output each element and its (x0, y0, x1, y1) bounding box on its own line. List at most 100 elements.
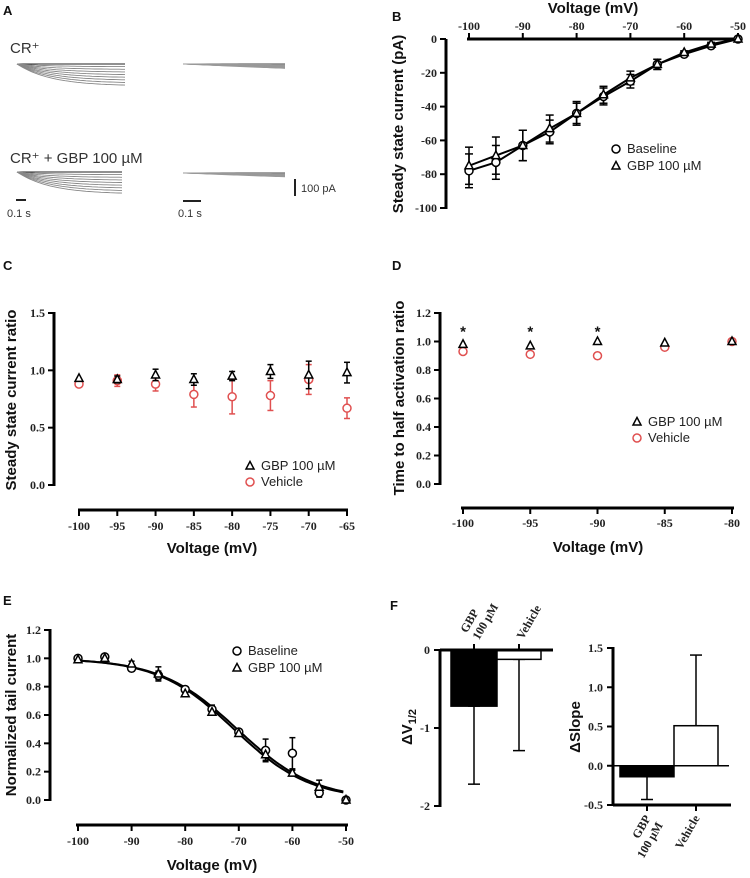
y-tick-label: 1.0 (588, 680, 603, 694)
y-tick-label: -100 (415, 201, 437, 215)
y-tick-label: 0.0 (416, 477, 431, 491)
legend-marker-1 (610, 159, 622, 170)
data-point-0 (188, 373, 200, 384)
data-point-1 (598, 88, 609, 99)
trace-line (16, 171, 122, 176)
x-tick-label: -70 (231, 834, 247, 848)
trace-line (16, 63, 125, 81)
error-bar (690, 654, 702, 727)
panel-e: E -100 -90 -80 -70 -60 -50 0.0 0.2 0.4 0.6 0.8 1.0 1.… (3, 593, 354, 874)
panel-letter-d: D (392, 258, 401, 273)
y-tick-label: 0.6 (26, 708, 41, 722)
data-point-1 (153, 667, 164, 678)
y-axis-title-subscript: 1/2 (407, 709, 419, 724)
trace-line (16, 171, 123, 189)
data-point-0 (112, 373, 123, 384)
data-point-0 (659, 336, 670, 347)
trace-line (16, 63, 125, 73)
trace-label-control: CR⁺ (10, 40, 40, 57)
y-tick-label: 1.5 (588, 641, 603, 655)
x-tick-label: -70 (301, 519, 317, 533)
x-tick-label: -65 (339, 519, 355, 533)
legend-marker-0 (611, 144, 621, 154)
data-point-1 (592, 351, 603, 361)
legend-label-1: GBP 100 µM (248, 660, 322, 675)
data-point-1 (313, 781, 325, 792)
trace-line (182, 172, 286, 178)
y-tick-label: -40 (421, 100, 437, 114)
data-point-0 (287, 748, 298, 758)
data-point-0 (491, 157, 501, 168)
category-label-line: Vehicle (672, 812, 703, 852)
time-scale-label-left: 0.1 s (7, 208, 31, 220)
data-point-0 (150, 368, 161, 379)
current-traces (16, 63, 286, 194)
data-point-1 (342, 403, 352, 413)
x-tick-label: -90 (148, 519, 164, 533)
data-point-1 (206, 705, 218, 716)
x-tick-label: -80 (224, 519, 240, 533)
y-tick-label: 0.2 (26, 765, 41, 779)
x-tick-label: -60 (284, 834, 300, 848)
data-point-1 (179, 687, 191, 698)
y-tick-label: 0 (424, 643, 430, 657)
y-tick-label: 0.2 (416, 449, 431, 463)
significance-star: * (595, 324, 601, 341)
legend-label-1: Vehicle (648, 430, 690, 445)
trace-line (16, 171, 122, 183)
x-tick-label: -85 (657, 516, 673, 530)
trace-label-gbp: CR⁺ + GBP 100 µM (10, 150, 143, 167)
data-point-0 (341, 366, 353, 377)
y-tick-label: -2 (420, 799, 430, 813)
x-tick-label: -90 (124, 834, 140, 848)
x-tick-label: -75 (262, 519, 278, 533)
data-point-1 (189, 389, 199, 400)
data-point-1 (72, 653, 84, 664)
panel-letter-b: B (392, 9, 401, 24)
legend-marker-0 (244, 459, 256, 470)
legend-label-0: Baseline (248, 643, 298, 658)
category-label-0: GBP100 µM (622, 813, 666, 861)
category-label-0: GBP100 µM (457, 594, 501, 642)
x-axis-title: Voltage (mV) (167, 857, 258, 874)
data-point-1 (652, 58, 663, 69)
trace-line (182, 63, 286, 69)
data-point-1 (571, 107, 582, 118)
panel-letter-f: F (390, 598, 398, 613)
y-tick-label: 0.0 (30, 478, 45, 492)
significance-star: * (460, 324, 466, 341)
x-tick-label: -85 (186, 519, 202, 533)
panel-c: C -100 -95 -90 -85 -80 -75 -70 -65 0.0 0.5 1.0 1.5 Vo… (3, 258, 355, 557)
y-tick-label: 0.8 (26, 680, 41, 694)
y-axis-title: Normalized tail current (3, 634, 20, 797)
significance-star: * (527, 324, 533, 341)
y-tick-label: -60 (421, 133, 437, 147)
y-tick-label: 1.5 (30, 306, 45, 320)
y-axis-title-left: ΔV1/2 (399, 709, 419, 745)
x-tick-label: -90 (515, 19, 531, 33)
legend-label-0: GBP 100 µM (648, 414, 722, 429)
trace-line (16, 63, 126, 76)
data-point-1 (490, 149, 502, 160)
panel-letter-c: C (3, 258, 13, 273)
current-scale-label: 100 pA (301, 183, 337, 195)
y-tick-label: 1.0 (26, 651, 41, 665)
y-tick-label: 0 (431, 32, 437, 46)
y-axis-title-main: ΔV (399, 724, 416, 745)
y-tick-label: 0.5 (588, 720, 603, 734)
legend-label-0: Baseline (627, 141, 677, 156)
panel-a: A CR⁺ CR⁺ + GBP 100 µM 0.1 s 0.1 s 100 p… (3, 3, 337, 220)
fit-curve-0 (77, 659, 344, 793)
data-point-0 (525, 339, 536, 350)
y-tick-label: -1 (420, 721, 430, 735)
error-bar (468, 705, 480, 785)
data-point-1 (705, 37, 717, 48)
trace-line (16, 171, 122, 181)
trace-line (16, 63, 126, 83)
legend-label-0: GBP 100 µM (261, 458, 335, 473)
panel-letter-e: E (3, 593, 12, 608)
legend-marker-1 (632, 433, 642, 443)
data-point-0 (226, 369, 238, 380)
